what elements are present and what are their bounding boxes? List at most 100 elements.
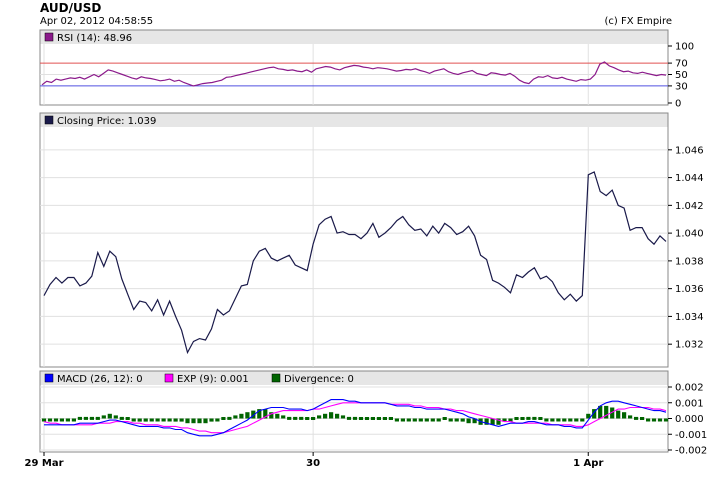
divergence-bar	[221, 417, 226, 420]
divergence-bar	[394, 418, 399, 422]
macd-panel-frame	[39, 370, 669, 453]
divergence-bar	[550, 418, 555, 422]
divergence-bar	[646, 418, 651, 422]
divergence-bar	[53, 418, 59, 422]
chart-copyright: (c) FX Empire	[604, 16, 673, 27]
macd-panel-header	[40, 371, 668, 385]
divergence-bar	[227, 416, 232, 420]
divergence-bar	[143, 418, 148, 422]
divergence-bar	[388, 417, 393, 420]
divergence-bar	[412, 418, 417, 422]
divergence-bar	[628, 415, 633, 419]
divergence-bar	[544, 418, 549, 422]
divergence-bar	[586, 413, 591, 419]
divergence-bar	[454, 418, 459, 422]
divergence-bar	[317, 415, 322, 419]
divergence-legend-label: Divergence: 0	[284, 374, 354, 385]
divergence-bar	[382, 417, 387, 420]
divergence-bar	[472, 418, 477, 424]
divergence-bar	[191, 418, 196, 424]
divergence-bar	[209, 418, 214, 422]
divergence-legend-swatch	[271, 373, 281, 383]
divergence-bar	[466, 418, 471, 424]
exp-series-line	[43, 402, 667, 434]
rsi-legend-swatch	[44, 32, 54, 42]
divergence-bar	[640, 417, 645, 420]
rsi-legend-label: RSI (14): 48.96	[57, 33, 132, 44]
divergence-bar	[101, 415, 106, 419]
chart-title: AUD/USD	[40, 1, 102, 15]
divergence-bar	[610, 407, 615, 419]
divergence-bar	[311, 417, 316, 420]
divergence-bar	[173, 418, 178, 422]
divergence-bar	[663, 418, 669, 422]
divergence-bar	[269, 412, 274, 419]
divergence-bar	[287, 416, 292, 420]
divergence-bar	[77, 416, 82, 420]
exp-legend-swatch	[164, 373, 174, 383]
divergence-bar	[340, 415, 346, 419]
divergence-bar	[508, 418, 513, 422]
macd-series-line	[44, 399, 667, 437]
rsi-tick-label: 70	[675, 59, 688, 70]
divergence-bar	[59, 418, 64, 422]
price-panel-header	[40, 113, 668, 127]
divergence-bar	[107, 413, 112, 419]
divergence-bar	[155, 418, 160, 422]
divergence-bar	[83, 416, 88, 420]
divergence-bar	[592, 409, 597, 419]
rsi-panel-header	[40, 30, 668, 44]
divergence-bar	[257, 409, 262, 419]
divergence-bar	[197, 418, 202, 424]
divergence-bar	[113, 415, 118, 419]
divergence-bar	[562, 418, 567, 422]
divergence-bar	[65, 418, 70, 422]
divergence-bar	[149, 418, 154, 422]
divergence-bar	[604, 405, 609, 419]
divergence-bar	[520, 417, 525, 420]
price-tick-label: 1.036	[675, 284, 704, 295]
x-tick-label: 29 Mar	[24, 458, 63, 469]
price-panel-frame	[39, 112, 669, 368]
divergence-bar	[490, 418, 495, 425]
divergence-bar	[305, 417, 310, 420]
rsi-tick-label: 0	[675, 99, 681, 110]
divergence-bar	[442, 417, 447, 420]
divergence-bar	[574, 418, 579, 422]
macd-legend-label: MACD (26, 12): 0	[57, 374, 143, 385]
divergence-bar	[179, 418, 184, 422]
rsi-series-line	[41, 61, 667, 87]
divergence-bar	[119, 416, 124, 420]
macd-tick-label: -0.001	[675, 430, 707, 441]
divergence-bar	[526, 416, 531, 420]
divergence-bar	[424, 418, 429, 422]
exp-legend-label: EXP (9): 0.001	[177, 374, 249, 385]
closing-price-series-line	[43, 171, 667, 355]
divergence-bar	[556, 418, 561, 422]
divergence-bar	[358, 417, 364, 420]
divergence-bar	[514, 417, 519, 420]
divergence-bar	[335, 413, 340, 419]
divergence-bar	[622, 412, 627, 419]
divergence-bar	[418, 418, 423, 422]
price-tick-label: 1.042	[675, 201, 704, 212]
divergence-bar	[598, 405, 603, 419]
divergence-bar	[370, 417, 375, 420]
divergence-bar	[185, 418, 190, 424]
divergence-bar	[281, 415, 286, 419]
divergence-bar	[95, 416, 100, 420]
divergence-bar	[71, 418, 76, 422]
macd-tick-label: 0.001	[675, 398, 704, 409]
divergence-bar	[616, 410, 621, 419]
divergence-bar	[484, 418, 489, 425]
divergence-bar	[430, 418, 435, 422]
divergence-bar	[263, 409, 268, 419]
divergence-bar	[448, 418, 453, 422]
divergence-bar	[89, 416, 94, 420]
divergence-bar	[496, 418, 501, 425]
divergence-bar	[538, 417, 543, 420]
price-tick-label: 1.040	[675, 229, 704, 240]
price-tick-label: 1.034	[675, 312, 704, 323]
price-legend-swatch	[44, 115, 54, 125]
